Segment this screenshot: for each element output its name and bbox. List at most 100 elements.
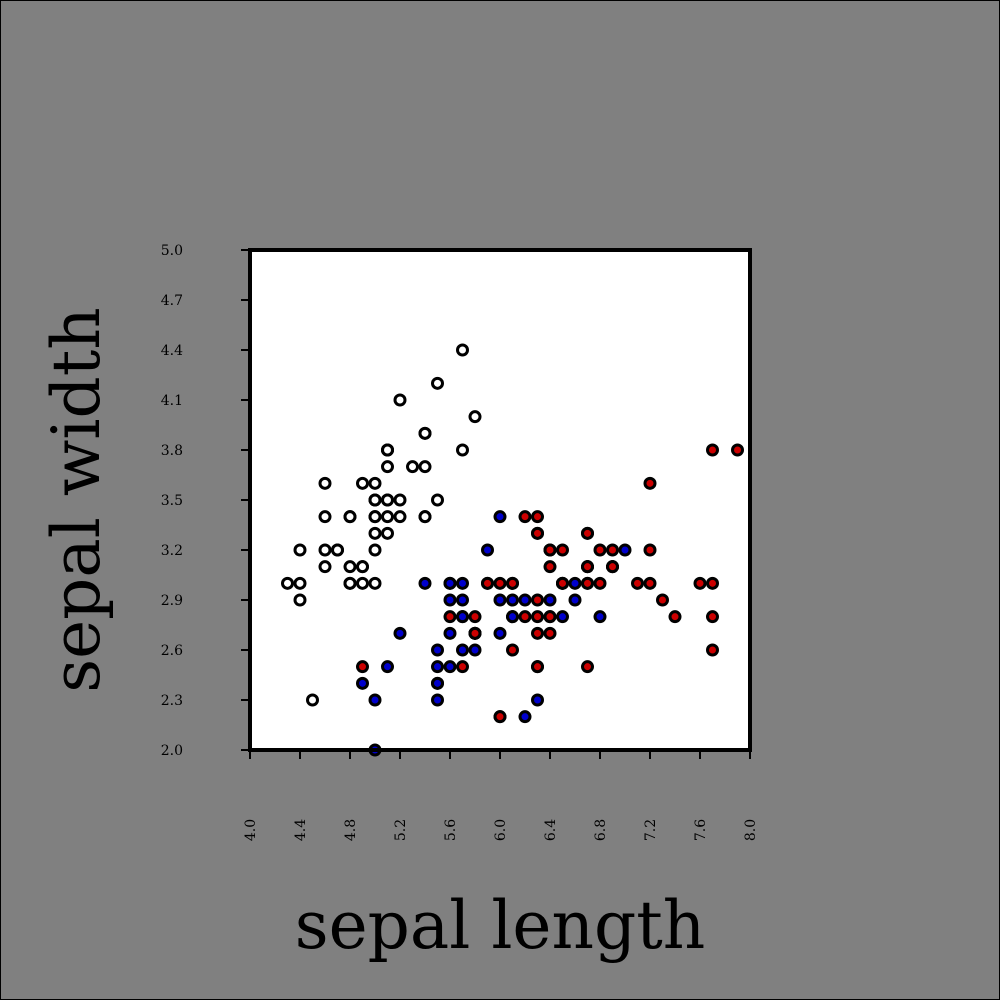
data-point bbox=[593, 576, 607, 590]
data-point bbox=[731, 443, 744, 457]
y-tick-label: 3.8 bbox=[161, 443, 183, 459]
data-point bbox=[468, 643, 482, 657]
data-point bbox=[481, 543, 494, 557]
data-point bbox=[456, 443, 469, 457]
x-tick-label: 4.4 bbox=[293, 819, 309, 841]
data-point bbox=[518, 593, 532, 607]
x-tick-label: 5.6 bbox=[443, 819, 459, 841]
data-point bbox=[531, 660, 544, 674]
data-point bbox=[281, 576, 294, 590]
data-point bbox=[368, 693, 382, 707]
data-point bbox=[418, 576, 432, 590]
data-point bbox=[581, 560, 594, 574]
data-point bbox=[356, 576, 369, 590]
data-point bbox=[493, 626, 507, 640]
data-point bbox=[656, 593, 669, 607]
plot-area bbox=[250, 250, 750, 750]
x-tick-label: 7.6 bbox=[693, 819, 709, 841]
data-point bbox=[356, 560, 369, 574]
x-tick-label: 8.0 bbox=[743, 819, 759, 841]
x-tick-label: 6.4 bbox=[543, 819, 559, 841]
data-point bbox=[343, 576, 357, 590]
data-point bbox=[493, 593, 507, 607]
x-tick-label: 5.2 bbox=[393, 819, 409, 841]
data-point bbox=[368, 476, 382, 490]
data-point bbox=[543, 626, 557, 640]
data-point bbox=[468, 610, 482, 624]
data-point bbox=[468, 410, 482, 424]
data-point bbox=[393, 393, 407, 407]
data-point bbox=[381, 493, 394, 507]
data-point bbox=[531, 610, 544, 624]
data-point bbox=[431, 643, 444, 657]
data-point bbox=[418, 510, 432, 524]
y-tick-label: 4.7 bbox=[161, 293, 183, 309]
data-point bbox=[581, 576, 594, 590]
data-point bbox=[343, 510, 357, 524]
data-point bbox=[431, 376, 444, 390]
data-point bbox=[443, 610, 457, 624]
ticks-layer: 4.0 4.4 4.8 5.2 5.6 6.0 6.4 6.8 7.2 7.6 8.0 2.0 2.3 2… bbox=[161, 243, 759, 841]
data-point bbox=[318, 510, 332, 524]
x-tick-label: 6.8 bbox=[593, 819, 609, 841]
data-point bbox=[293, 543, 307, 557]
data-point bbox=[418, 426, 432, 440]
y-tick-label: 4.1 bbox=[161, 393, 183, 409]
points-layer bbox=[281, 343, 744, 757]
data-point bbox=[468, 626, 482, 640]
data-point bbox=[431, 676, 444, 690]
data-point bbox=[531, 593, 544, 607]
data-point bbox=[393, 510, 407, 524]
data-point bbox=[493, 576, 507, 590]
data-point bbox=[318, 543, 332, 557]
data-point bbox=[443, 626, 457, 640]
data-point bbox=[556, 576, 569, 590]
data-point bbox=[293, 576, 307, 590]
data-point bbox=[593, 543, 607, 557]
data-point bbox=[456, 643, 469, 657]
y-tick-label: 2.9 bbox=[161, 593, 183, 609]
data-point bbox=[306, 693, 319, 707]
data-point bbox=[368, 576, 382, 590]
data-point bbox=[443, 576, 457, 590]
y-tick-label: 5.0 bbox=[161, 243, 183, 259]
data-point bbox=[643, 543, 657, 557]
data-point bbox=[431, 693, 444, 707]
data-point bbox=[481, 576, 494, 590]
x-tick-label: 6.0 bbox=[493, 819, 509, 841]
data-point bbox=[506, 643, 519, 657]
data-point bbox=[381, 460, 394, 474]
data-point bbox=[543, 593, 557, 607]
data-point bbox=[381, 443, 394, 457]
data-point bbox=[343, 560, 357, 574]
data-point bbox=[581, 660, 594, 674]
data-point bbox=[456, 343, 469, 357]
data-point bbox=[618, 543, 632, 557]
y-tick-label: 2.0 bbox=[161, 743, 183, 759]
data-point bbox=[706, 610, 719, 624]
x-axis-title: sepal length bbox=[295, 887, 706, 964]
data-point bbox=[431, 660, 444, 674]
data-point bbox=[493, 710, 507, 724]
data-point bbox=[381, 526, 394, 540]
x-tick-label: 4.8 bbox=[343, 819, 359, 841]
data-point bbox=[443, 660, 457, 674]
data-point bbox=[643, 576, 657, 590]
data-point bbox=[606, 560, 619, 574]
data-point bbox=[506, 593, 519, 607]
data-point bbox=[606, 543, 619, 557]
data-point bbox=[556, 610, 569, 624]
data-point bbox=[693, 576, 707, 590]
data-point bbox=[706, 443, 719, 457]
data-point bbox=[543, 610, 557, 624]
data-point bbox=[593, 610, 607, 624]
data-point bbox=[356, 660, 369, 674]
data-point bbox=[568, 593, 582, 607]
data-point bbox=[331, 543, 344, 557]
data-point bbox=[568, 576, 582, 590]
data-point bbox=[643, 476, 657, 490]
data-point bbox=[356, 676, 369, 690]
y-tick-label: 3.5 bbox=[161, 493, 183, 509]
data-point bbox=[531, 626, 544, 640]
